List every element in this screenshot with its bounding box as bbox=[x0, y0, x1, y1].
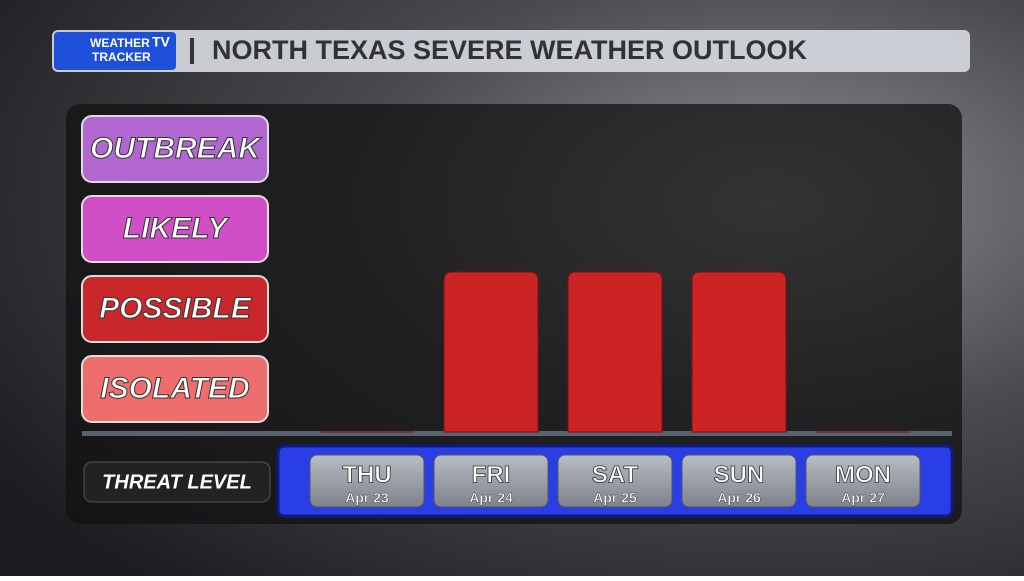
x-tick-label: THU bbox=[342, 461, 391, 488]
date-label: Apr 27 bbox=[841, 490, 885, 506]
title-bar bbox=[52, 30, 970, 72]
logo-box bbox=[54, 32, 176, 70]
y-tick-label: ISOLATED bbox=[100, 372, 249, 405]
level-box bbox=[81, 275, 269, 343]
date-label: Apr 24 bbox=[469, 490, 513, 506]
y-tick-label: OUTBREAK bbox=[90, 132, 262, 165]
x-tick-label: MON bbox=[835, 461, 891, 488]
x-tick-label: SAT bbox=[592, 461, 639, 488]
level-box bbox=[81, 115, 269, 183]
day-box bbox=[805, 454, 921, 508]
date-label: Apr 25 bbox=[593, 490, 637, 506]
divider bbox=[190, 38, 194, 64]
x-tick-label: FRI bbox=[472, 461, 511, 488]
bar bbox=[691, 271, 787, 433]
y-tick-label: LIKELY bbox=[123, 212, 230, 245]
bar bbox=[443, 271, 539, 433]
logo-text: WEATHER bbox=[90, 36, 150, 50]
chart-title: NORTH TEXAS SEVERE WEATHER OUTLOOK bbox=[212, 35, 808, 65]
y-tick-label: POSSIBLE bbox=[99, 292, 252, 325]
logo-badge: TV bbox=[152, 34, 171, 50]
day-box bbox=[309, 454, 425, 508]
date-label: Apr 26 bbox=[717, 490, 761, 506]
day-box bbox=[681, 454, 797, 508]
bar bbox=[567, 271, 663, 433]
logo-text: TRACKER bbox=[92, 50, 151, 64]
day-box bbox=[433, 454, 549, 508]
threat-label-box bbox=[83, 461, 271, 503]
x-axis-label: THREAT LEVEL bbox=[102, 471, 252, 493]
x-tick-label: SUN bbox=[714, 461, 765, 488]
level-box bbox=[81, 355, 269, 423]
baseline bbox=[82, 431, 952, 436]
level-box bbox=[81, 195, 269, 263]
day-box bbox=[557, 454, 673, 508]
date-label: Apr 23 bbox=[345, 490, 389, 506]
